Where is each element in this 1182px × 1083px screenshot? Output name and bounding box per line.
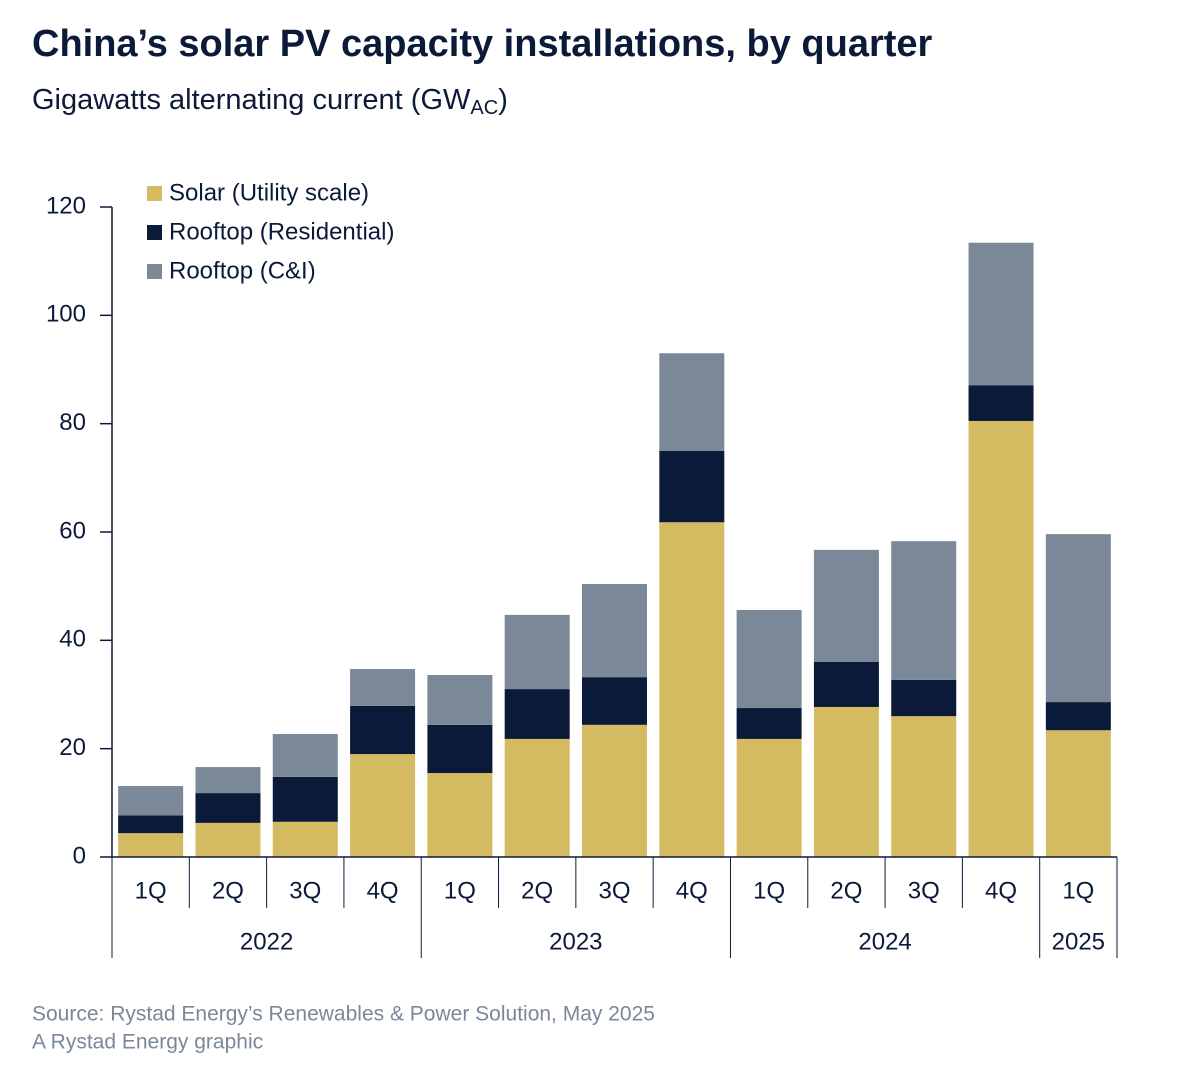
legend-swatch [147,186,162,201]
bar-segment [350,705,416,755]
bar-segment [582,677,647,725]
y-tick-label: 40 [59,626,86,653]
bar-segment [736,738,802,857]
bar-segment [427,724,493,774]
x-tick-label: 2Q [521,877,553,904]
subtitle-subscript: AC [470,97,498,119]
group-label: 2025 [1052,928,1105,955]
y-tick-label: 60 [59,517,86,544]
bar-segment [504,689,570,739]
bar-segment [891,679,957,717]
y-tick-label: 120 [46,192,86,219]
bar-segment [350,754,416,857]
bar-segment [813,549,879,662]
x-tick-label: 1Q [444,877,476,904]
bar-segment [272,734,338,777]
x-tick-label: 4Q [676,877,708,904]
group-label: 2022 [240,928,293,955]
x-tick-label: 1Q [135,877,167,904]
legend-label: Rooftop (Residential) [169,218,394,245]
bar-segment [504,738,570,857]
bar-segment [504,614,570,690]
bar-segment [813,706,879,857]
bar-segment [659,522,725,857]
legend-swatch [147,264,162,279]
x-tick-label: 2Q [830,877,862,904]
subtitle-text: Gigawatts alternating current (GW [32,84,471,116]
bar-segment [118,786,184,816]
source: Source: Rystad Energy’s Renewables & Pow… [32,1003,655,1026]
bar-segment [272,776,338,822]
bar-segment [659,353,725,451]
bar-segment [891,541,957,680]
bar-segment [195,767,261,794]
bar-segment [813,662,879,707]
bar-segment [582,724,647,857]
bar-segment [272,821,338,857]
x-tick-label: 4Q [367,877,399,904]
bar-segment [968,242,1034,386]
bar-segment [736,610,802,709]
bar-segment [1045,730,1111,857]
chart-title: China’s solar PV capacity installations,… [32,23,933,65]
bar-segment [195,793,261,823]
legend-label: Solar (Utility scale) [169,179,369,206]
y-tick-label: 100 [46,301,86,328]
x-tick-label: 4Q [985,877,1017,904]
y-tick-label: 80 [59,409,86,436]
bar-segment [968,420,1034,857]
bar-segment [118,815,184,834]
bar-segment [118,833,184,857]
y-tick-label: 0 [73,842,86,869]
bar-segment [350,669,416,706]
legend-swatch [147,225,162,240]
bar-segment [659,450,725,523]
x-tick-label: 1Q [1062,877,1094,904]
bar-segment [968,385,1034,421]
subtitle-suffix: ) [498,84,508,116]
legend-label: Rooftop (C&I) [169,257,316,284]
group-label: 2023 [549,928,602,955]
bar-segment [582,584,647,678]
group-label: 2024 [858,928,911,955]
bar-segment [736,708,802,739]
bar-segment [427,773,493,857]
x-tick-label: 2Q [212,877,244,904]
x-tick-label: 3Q [598,877,630,904]
bar-segment [1045,534,1111,703]
bar-segment [1045,702,1111,731]
y-tick-label: 20 [59,734,86,761]
bar-segment [195,822,261,857]
bar-segment [427,675,493,725]
x-tick-label: 1Q [753,877,785,904]
bar-segment [891,716,957,857]
x-tick-label: 3Q [289,877,321,904]
credit: A Rystad Energy graphic [32,1031,263,1054]
x-tick-label: 3Q [908,877,940,904]
chart-subtitle: Gigawatts alternating current (GWAC) [32,84,508,120]
